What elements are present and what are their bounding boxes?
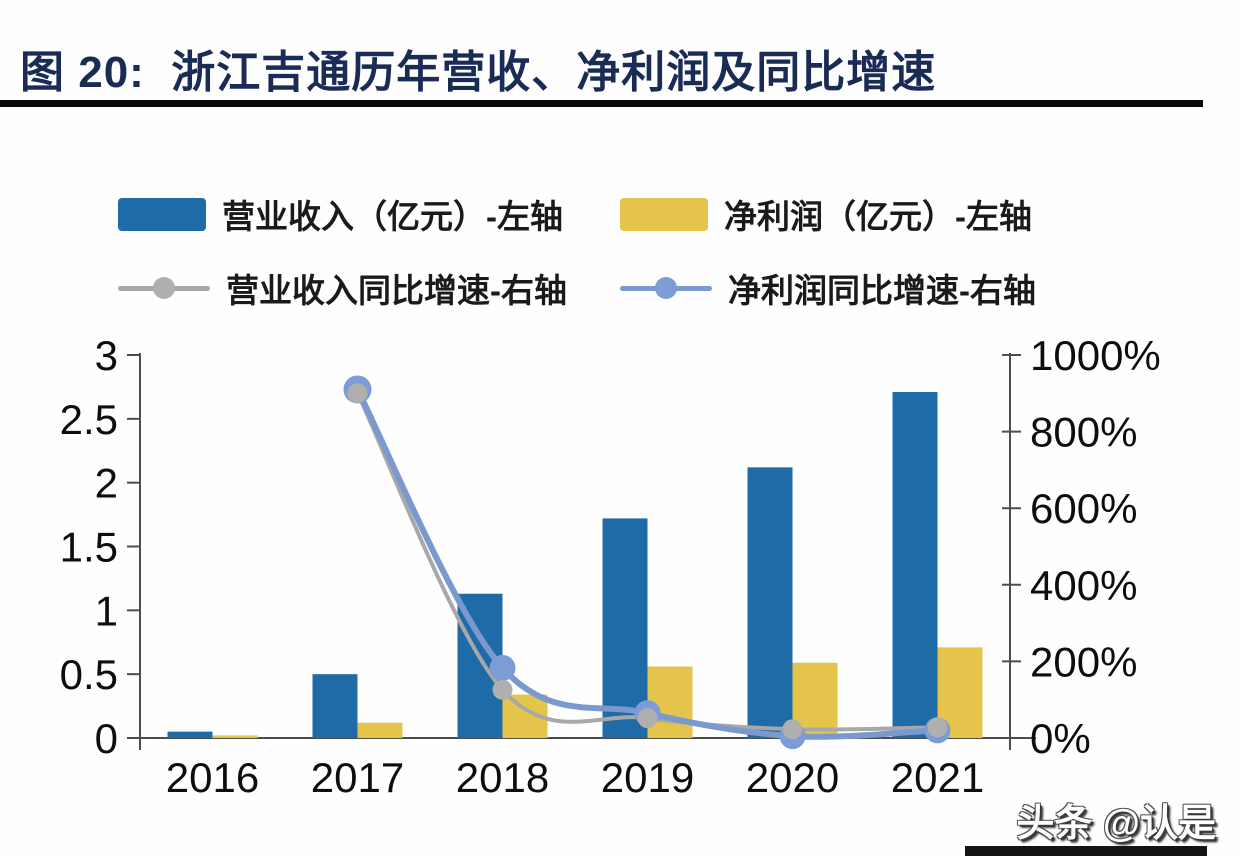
revenue-growth-marker: [782, 719, 803, 740]
x-axis-label: 2016: [166, 754, 259, 801]
y-right-tick-label: 1000%: [1030, 332, 1161, 379]
watermark: 头条 @认是: [1016, 803, 1216, 845]
legend-label-net-profit-growth: 净利润同比增速-右轴: [728, 272, 1036, 309]
legend-label-net-profit: 净利润（亿元）-左轴: [724, 198, 1032, 235]
chart-legend: 营业收入（亿元）-左轴 净利润（亿元）-左轴 营业收入同比增速-右轴 净利润同比…: [118, 190, 1128, 338]
bar-net-profit-2016: [212, 735, 258, 738]
watermark-underline-bar: [965, 846, 1207, 856]
revenue-growth-marker: [492, 679, 513, 700]
revenue-growth-line-marker-icon: [118, 272, 210, 305]
legend-item-revenue-growth: 营业收入同比增速-右轴: [118, 264, 620, 312]
x-axis-label: 2017: [311, 754, 404, 801]
y-left-tick-label: 2: [95, 460, 118, 507]
revenue-growth-marker: [927, 717, 948, 738]
revenue-growth-marker: [347, 383, 368, 404]
revenue-growth-line: [355, 392, 938, 732]
legend-row-1: 营业收入（亿元）-左轴 净利润（亿元）-左轴: [118, 190, 1128, 238]
bar-revenue-2020: [747, 467, 793, 738]
title-divider: [0, 100, 1203, 107]
net-profit-growth-line-marker-icon: [620, 272, 712, 305]
net-profit-bar-swatch-icon: [620, 197, 708, 231]
legend-label-revenue-growth: 营业收入同比增速-右轴: [226, 272, 567, 309]
bar-revenue-2017: [312, 674, 358, 738]
y-right-tick-label: 800%: [1030, 409, 1137, 456]
bar-net-profit-2019: [647, 666, 693, 738]
x-axis-label: 2019: [601, 754, 694, 801]
legend-item-net-profit: 净利润（亿元）-左轴: [620, 190, 1128, 238]
y-right-tick-label: 600%: [1030, 485, 1137, 532]
revenue-growth-marker: [637, 708, 658, 729]
y-right-tick-label: 400%: [1030, 562, 1137, 609]
page-title: 图 20: 浙江吉通历年营收、净利润及同比增速: [20, 48, 937, 97]
legend-row-2: 营业收入同比增速-右轴 净利润同比增速-右轴: [118, 264, 1128, 312]
x-axis-label: 2021: [891, 754, 984, 801]
net-profit-growth-marker: [489, 654, 516, 681]
bar-revenue-2019: [602, 518, 648, 738]
y-left-tick-label: 1.5: [60, 524, 118, 571]
y-left-tick-label: 1: [95, 587, 118, 634]
y-left-tick-label: 3: [95, 332, 118, 379]
y-left-tick-label: 0: [95, 715, 118, 762]
y-right-tick-label: 0%: [1030, 715, 1091, 762]
revenue-bar-swatch-icon: [118, 197, 206, 231]
bar-revenue-2016: [167, 731, 213, 738]
x-axis-label: 2020: [746, 754, 839, 801]
x-axis-label: 2018: [456, 754, 549, 801]
legend-label-revenue: 营业收入（亿元）-左轴: [222, 198, 563, 235]
legend-item-net-profit-growth: 净利润同比增速-右轴: [620, 264, 1128, 312]
bar-net-profit-2017: [357, 722, 403, 738]
net-profit-growth-line: [354, 388, 938, 740]
y-left-tick-label: 0.5: [60, 651, 118, 698]
y-left-tick-label: 2.5: [60, 396, 118, 443]
legend-item-revenue: 营业收入（亿元）-左轴: [118, 190, 620, 238]
bar-revenue-2021: [892, 392, 938, 738]
y-right-tick-label: 200%: [1030, 638, 1137, 685]
